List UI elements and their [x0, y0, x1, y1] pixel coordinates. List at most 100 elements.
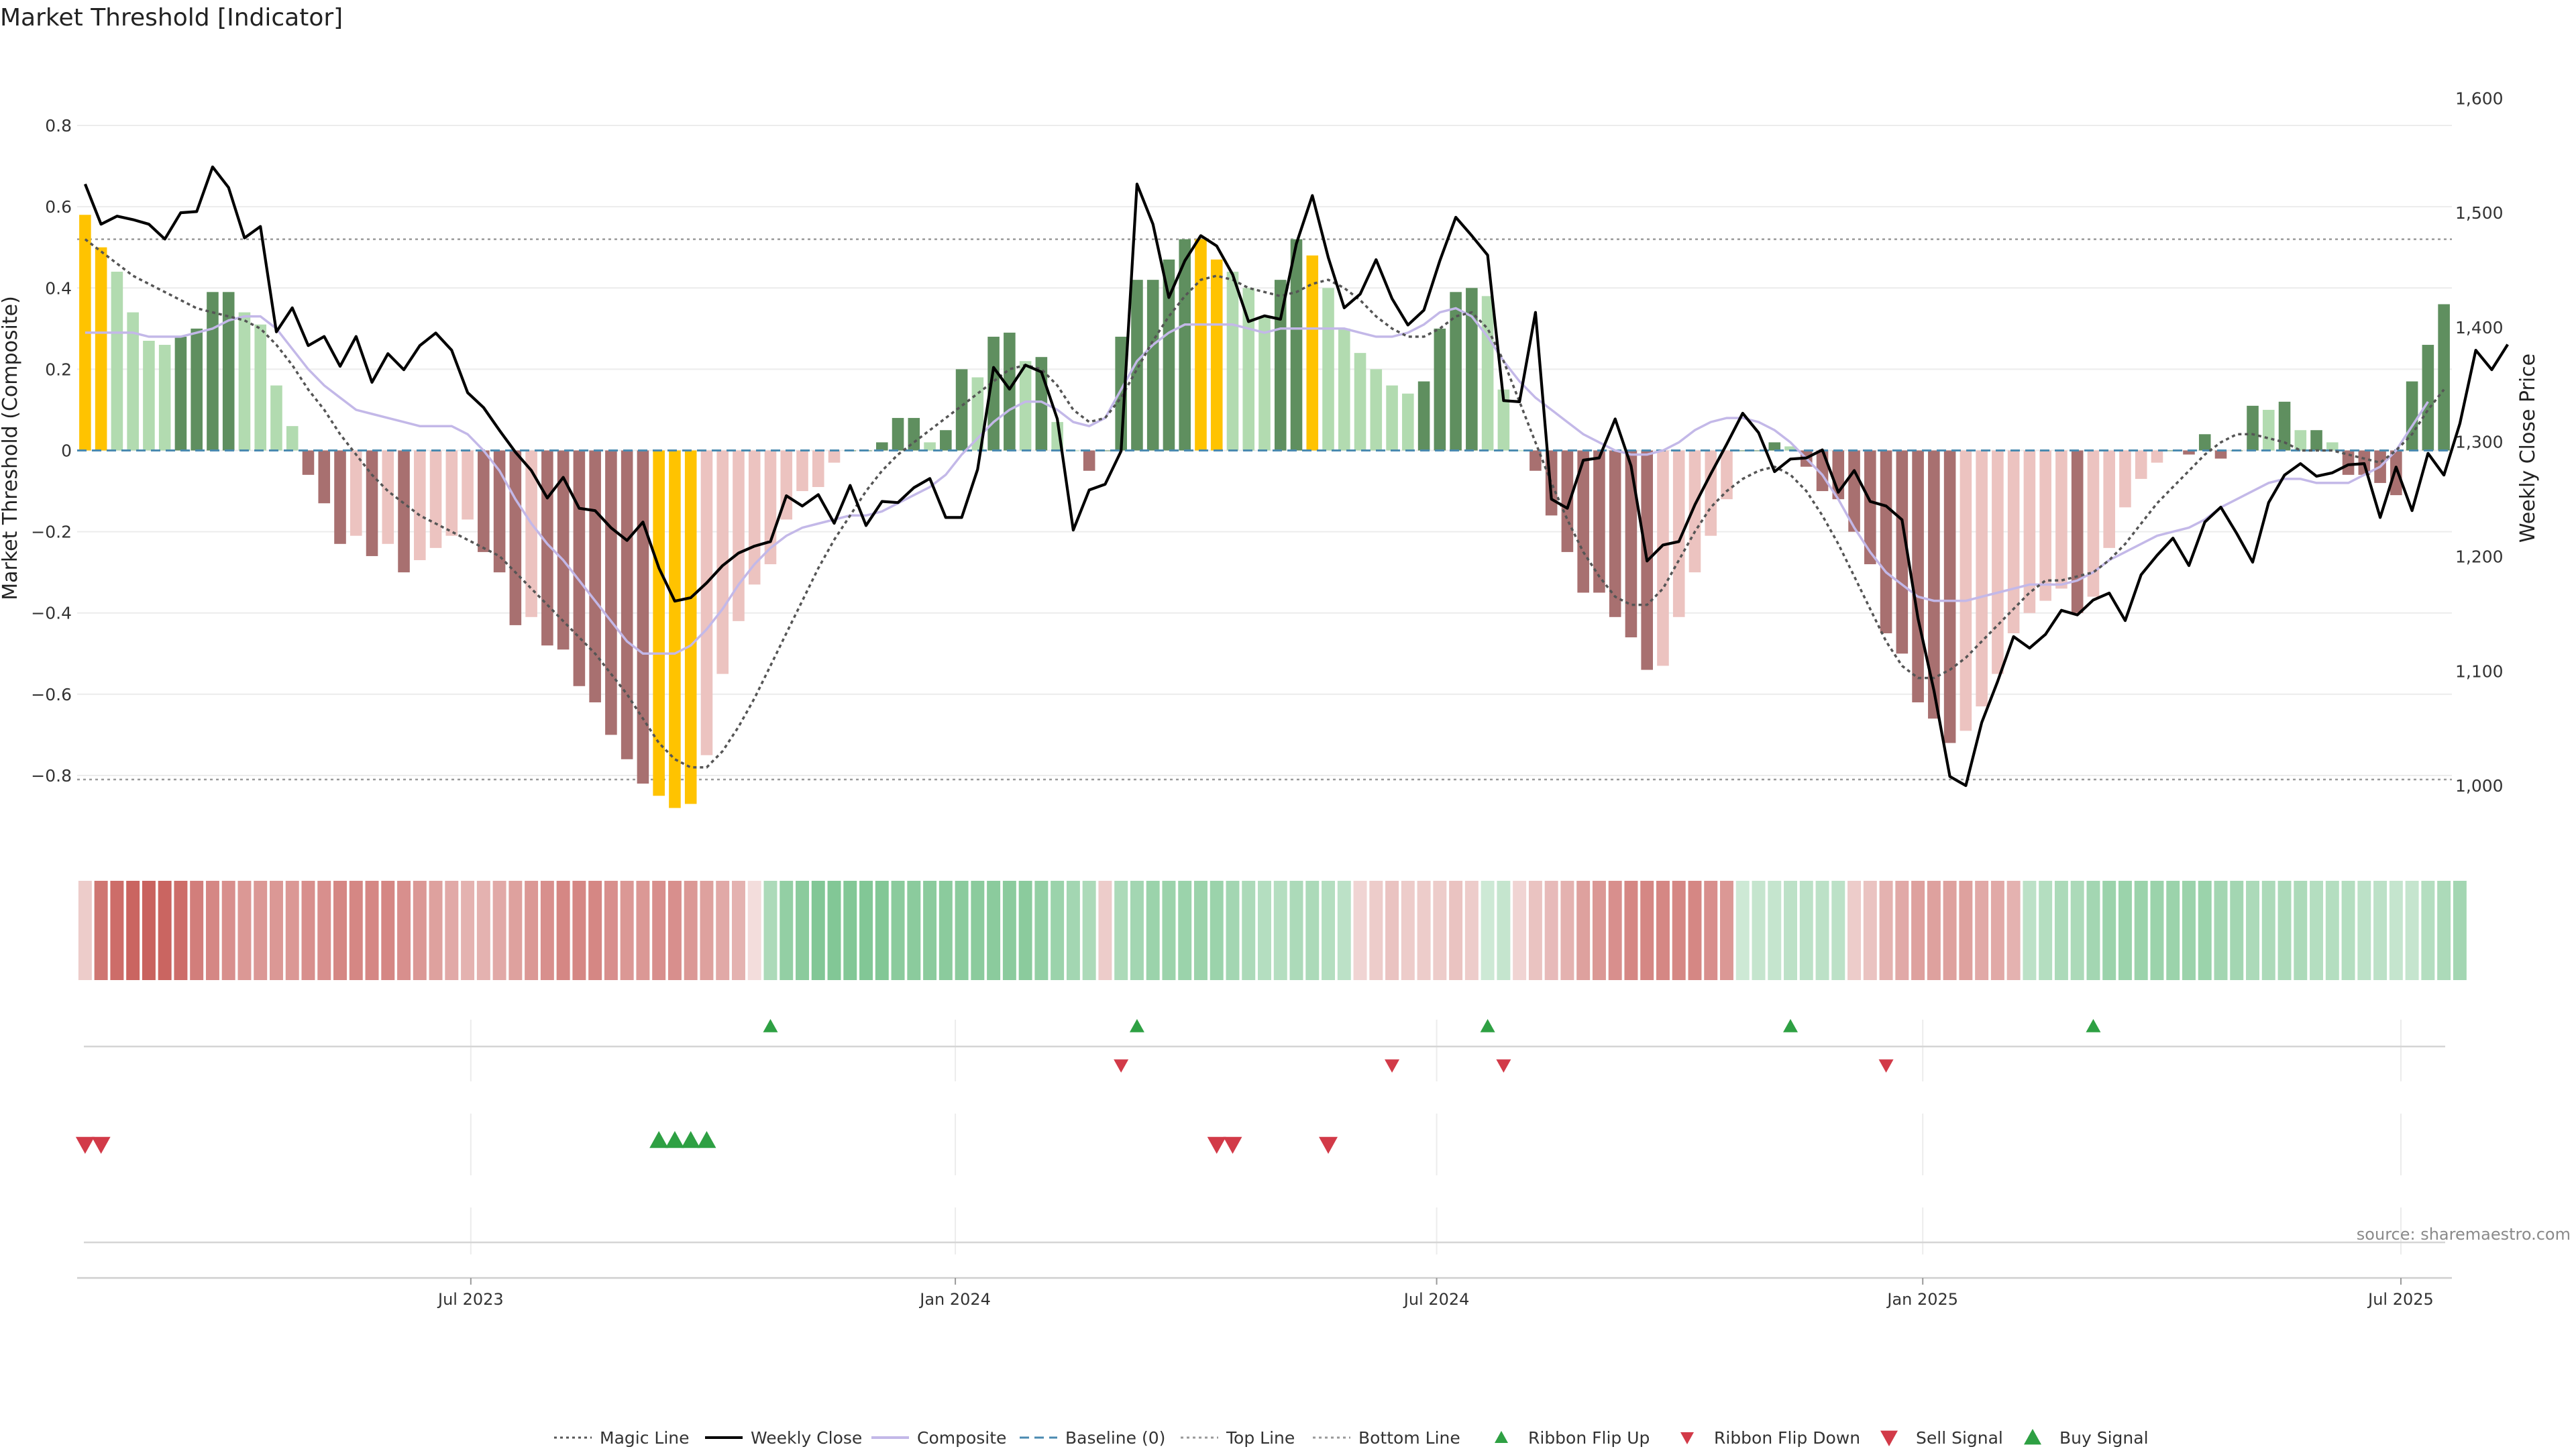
legend-triangle-down-icon	[1880, 1430, 1898, 1446]
ribbon-cell	[174, 881, 188, 980]
composite-bar	[207, 292, 219, 451]
ribbon-flip-down-marker	[1114, 1059, 1129, 1073]
right-tick-label: 1,500	[2455, 203, 2504, 223]
ribbon-cell	[2166, 881, 2180, 980]
ribbon-cell	[2294, 881, 2308, 980]
ribbon-cell	[1879, 881, 1893, 980]
composite-bar	[1497, 389, 1510, 451]
composite-bar	[302, 450, 315, 475]
composite-bar	[1896, 450, 1909, 654]
ribbon-cell	[747, 881, 761, 980]
ribbon-cell	[572, 881, 586, 980]
ribbon-cell	[1752, 881, 1766, 980]
ribbon-cell	[397, 881, 411, 980]
ribbon-cell	[1337, 881, 1351, 980]
composite-bar	[286, 426, 299, 451]
composite-bar	[222, 292, 235, 451]
ribbon-flip-up-marker	[2086, 1019, 2101, 1032]
composite-bar	[2294, 430, 2307, 451]
composite-bar	[350, 450, 362, 536]
buy-signal-marker	[665, 1131, 684, 1148]
ribbon-cell	[492, 881, 506, 980]
composite-bar	[1864, 450, 1876, 565]
legend: Magic Line Weekly Close Composite Baseline …	[554, 1428, 2149, 1448]
ribbon-cell	[859, 881, 873, 980]
composite-bar	[398, 450, 410, 573]
composite-bar	[1258, 316, 1271, 451]
ribbon-cell	[588, 881, 602, 980]
legend-label: Buy Signal	[2059, 1428, 2149, 1448]
ribbon-cell	[1464, 881, 1479, 980]
ribbon-cell	[1688, 881, 1702, 980]
legend-label: Top Line	[1226, 1428, 1295, 1448]
composite-bar	[541, 450, 553, 646]
composite-bar	[1561, 450, 1574, 552]
composite-bar	[2151, 450, 2163, 463]
legend-label: Composite	[917, 1428, 1006, 1448]
ribbon-cell	[1369, 881, 1383, 980]
ribbon-cell	[126, 881, 140, 980]
ribbon-cell	[508, 881, 523, 980]
ribbon-cell	[413, 881, 427, 980]
composite-bar	[828, 450, 841, 463]
composite-bar	[1705, 450, 1717, 536]
ribbon-cell	[2150, 881, 2164, 980]
composite-bar	[733, 450, 745, 621]
composite-bar	[2422, 345, 2434, 451]
x-tick-label: Jan 2024	[918, 1290, 991, 1309]
ribbon-cell	[1831, 881, 1845, 980]
ribbon-cell	[1305, 881, 1320, 980]
ribbon-cell	[731, 881, 745, 980]
ribbon-cell	[2357, 881, 2371, 980]
composite-bar	[653, 450, 665, 796]
signal-panel	[75, 1131, 2445, 1244]
ribbon-cell	[2182, 881, 2196, 980]
legend-label: Sell Signal	[1916, 1428, 2003, 1448]
composite-bar	[908, 418, 920, 451]
composite-bar	[318, 450, 331, 504]
composite-bar	[1019, 361, 1032, 451]
ribbon-cell	[667, 881, 682, 980]
ribbon-cell	[2070, 881, 2084, 980]
ribbon-cell	[1242, 881, 1256, 980]
ribbon-cell	[1401, 881, 1415, 980]
composite-bar	[812, 450, 824, 488]
ribbon-cell	[1034, 881, 1049, 980]
composite-bar	[589, 450, 601, 702]
ribbon-cell	[2341, 881, 2355, 980]
composite-bar	[174, 336, 187, 451]
composite-bar	[509, 450, 522, 625]
composite-bar	[796, 450, 808, 492]
composite-bar	[95, 247, 107, 451]
composite-bar	[2214, 450, 2227, 459]
composite-bar	[191, 328, 203, 451]
legend-triangle-up-icon	[2024, 1429, 2041, 1445]
composite-bar	[1163, 259, 1175, 451]
sell-signal-marker	[91, 1136, 111, 1154]
sell-signal-marker	[1223, 1136, 1242, 1154]
sell-signal-marker	[1319, 1136, 1338, 1154]
ribbon-flip-up-marker	[763, 1019, 778, 1032]
composite-bar	[1848, 450, 1860, 532]
left-tick-label: −0.4	[31, 604, 72, 623]
composite-bar	[2326, 442, 2339, 451]
right-tick-label: 1,600	[2455, 89, 2504, 108]
sell-signal-marker	[75, 1136, 95, 1154]
ribbon-cell	[1815, 881, 1829, 980]
composite-bar	[525, 450, 537, 617]
ribbon-cell	[1990, 881, 2004, 980]
ribbon-cell	[1863, 881, 1877, 980]
composite-bar	[605, 450, 617, 735]
ribbon-cell	[445, 881, 459, 980]
source-note: source: sharemaestro.com	[2357, 1225, 2571, 1244]
ribbon-cell	[110, 881, 124, 980]
ribbon-cell	[987, 881, 1001, 980]
ribbon-cell	[1433, 881, 1447, 980]
ribbon-cell	[270, 881, 283, 980]
ribbon-cell	[1895, 881, 1909, 980]
ribbon-cell	[2198, 881, 2212, 980]
right-axis-label: Weekly Close Price	[2516, 354, 2540, 543]
ribbon-cell	[1959, 881, 1973, 980]
ribbon-cell	[1082, 881, 1096, 980]
ribbon-cell	[1735, 881, 1750, 980]
